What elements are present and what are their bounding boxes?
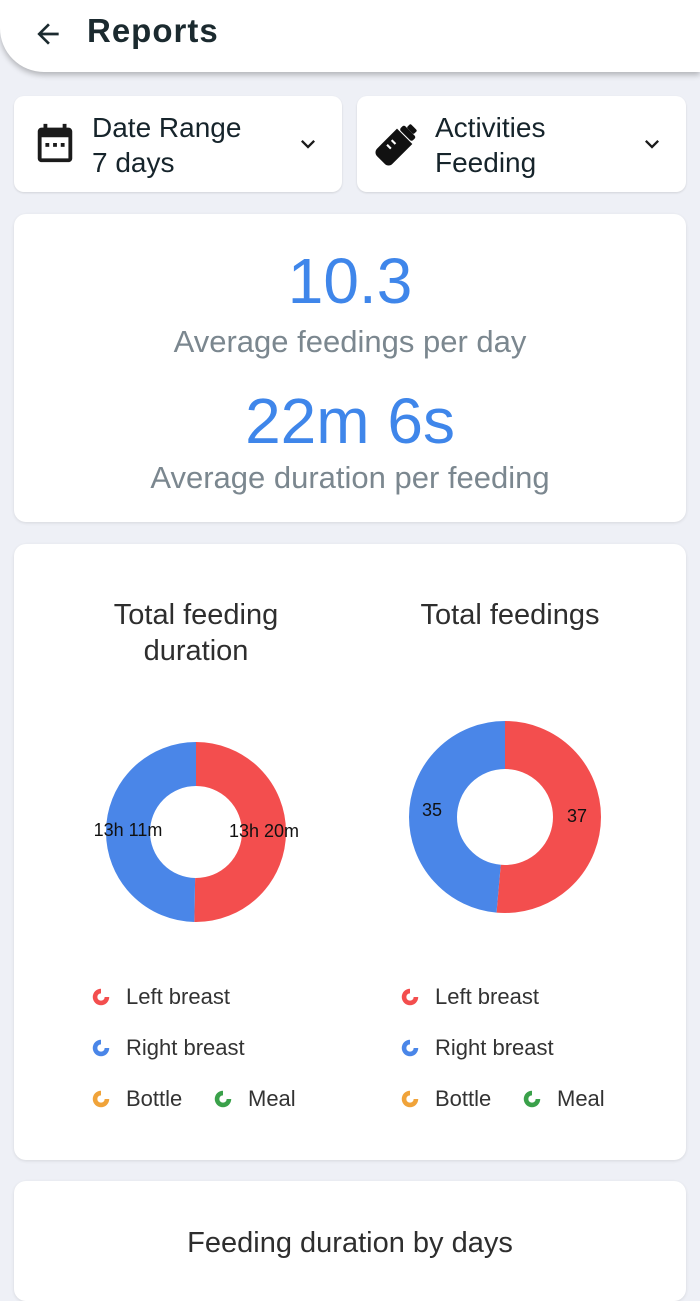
activities-title: Activities [435, 112, 546, 143]
duration-by-days-title: Feeding duration by days [187, 1227, 513, 1259]
charts-card: Total feeding duration Total feedings 13… [14, 544, 686, 1160]
activities-dropdown[interactable]: Activities Feeding [357, 96, 686, 192]
avg-duration-label: Average duration per feeding [150, 460, 550, 495]
avg-feedings-label: Average feedings per day [173, 324, 527, 359]
legend-label: Right breast [435, 1035, 554, 1060]
donut-slice-right-breast[interactable] [106, 742, 286, 922]
donut-value-label: 13h 20m [229, 821, 299, 841]
avg-feedings-value: 10.3 [287, 245, 413, 317]
legend-meal[interactable]: Meal [521, 1086, 605, 1112]
legend-label: Meal [248, 1086, 296, 1111]
calendar-icon [37, 123, 73, 163]
legend-label: Meal [557, 1086, 605, 1111]
duration-by-days-card: Feeding duration by days [14, 1181, 686, 1301]
legend-bottle-icon [92, 1090, 110, 1108]
donut-value-label: 13h 11m [94, 820, 163, 840]
stats-card: 10.3 Average feedings per day 22m 6s Ave… [14, 214, 686, 522]
date-range-title: Date Range [92, 112, 242, 143]
legend-left-breast[interactable]: Left breast [90, 984, 230, 1010]
donut-charts: 13h 20m 13h 11m 37 35 [94, 721, 601, 922]
legend-label: Left breast [126, 984, 230, 1009]
legend-meal[interactable]: Meal [212, 1086, 296, 1112]
date-range-value: 7 days [92, 147, 175, 178]
chevron-down-icon [301, 140, 315, 149]
donut-slice-right-breast[interactable] [409, 721, 601, 913]
app-bar: Reports [0, 0, 700, 72]
legend-left-breast-icon [92, 988, 110, 1006]
arrow-left-icon [37, 23, 59, 45]
legend-right-breast[interactable]: Right breast [90, 1035, 245, 1061]
donut-value-label: 35 [422, 800, 442, 820]
page-title: Reports [87, 12, 219, 49]
legend-right-breast[interactable]: Right breast [399, 1035, 554, 1061]
legend-right-breast-icon [92, 1039, 110, 1057]
legend-bottle[interactable]: Bottle [90, 1086, 182, 1112]
date-range-dropdown[interactable]: Date Range 7 days [14, 96, 342, 192]
donut-value-label: 37 [567, 806, 587, 826]
legend-meal-icon [523, 1090, 541, 1108]
legend-left-breast[interactable]: Left breast [399, 984, 539, 1010]
legend-label: Left breast [435, 984, 539, 1009]
count-chart-title: Total feedings [420, 599, 600, 631]
duration-chart-title-line2: duration [143, 635, 249, 667]
duration-chart-title-line1: Total feeding [113, 599, 279, 631]
bottle-icon [375, 124, 417, 166]
legend-label: Bottle [126, 1086, 183, 1111]
chevron-down-icon [645, 140, 659, 149]
activities-value: Feeding [435, 147, 537, 178]
legend-meal-icon [214, 1090, 232, 1108]
legend-right-breast-icon [401, 1039, 419, 1057]
duration-chart-title: Total feeding duration [52, 597, 340, 669]
legend-left-breast-icon [401, 988, 419, 1006]
legend-label: Right breast [126, 1035, 245, 1060]
legend-label: Bottle [435, 1086, 492, 1111]
back-button[interactable] [26, 14, 70, 54]
legend-bottle-icon [401, 1090, 419, 1108]
avg-duration-value: 22m 6s [245, 385, 455, 457]
legend-bottle[interactable]: Bottle [399, 1086, 491, 1112]
